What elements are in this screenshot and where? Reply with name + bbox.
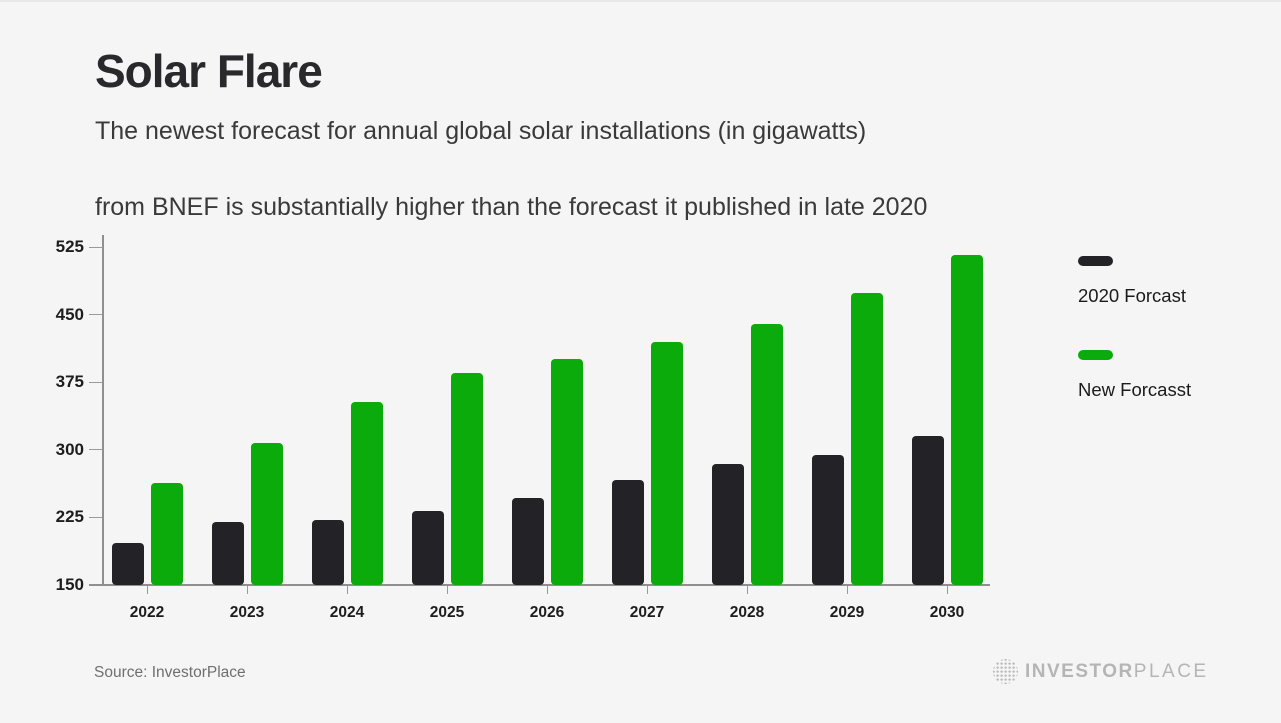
bar-2020-forcast-2024 bbox=[311, 520, 344, 585]
x-tick-2027 bbox=[647, 586, 648, 594]
x-axis-label-2030: 2030 bbox=[929, 604, 965, 621]
logo-text: INVESTORPLACE bbox=[1025, 661, 1209, 683]
bar-new-forcasst-2026 bbox=[550, 358, 583, 585]
x-tick-2028 bbox=[747, 586, 748, 594]
x-axis-label-2023: 2023 bbox=[229, 604, 265, 621]
legend-label-new-forcasst: New Forcasst bbox=[1078, 379, 1192, 400]
page-subtitle: The newest forecast for annual global so… bbox=[95, 112, 927, 226]
x-tick-2030 bbox=[947, 586, 948, 594]
y-axis-label-300: 300 bbox=[55, 439, 84, 459]
y-tick-525 bbox=[89, 246, 103, 248]
bar-new-forcasst-2027 bbox=[650, 341, 683, 585]
x-axis-label-2028: 2028 bbox=[729, 604, 765, 621]
logo-text-place: PLACE bbox=[1133, 660, 1209, 682]
x-axis-label-2025: 2025 bbox=[429, 604, 465, 621]
source-note: Source: InvestorPlace bbox=[94, 664, 246, 681]
x-axis-line bbox=[89, 584, 990, 586]
y-axis-label-150: 150 bbox=[55, 575, 84, 594]
y-tick-300 bbox=[89, 449, 103, 451]
subtitle-line-1: The newest forecast for annual global so… bbox=[95, 117, 867, 145]
x-axis-label-2024: 2024 bbox=[329, 604, 365, 621]
y-axis-line bbox=[102, 235, 104, 585]
legend-swatch-2020-forcast bbox=[1078, 256, 1113, 266]
x-axis-label-2022: 2022 bbox=[129, 604, 165, 621]
bar-2020-forcast-2028 bbox=[711, 464, 744, 585]
legend-swatch-new-forcasst bbox=[1078, 350, 1113, 360]
bar-2020-forcast-2030 bbox=[911, 436, 944, 585]
x-tick-2024 bbox=[347, 586, 348, 594]
x-axis-label-2029: 2029 bbox=[829, 604, 865, 621]
bar-new-forcasst-2030 bbox=[950, 255, 983, 585]
x-axis-label-2026: 2026 bbox=[529, 604, 565, 621]
x-tick-2022 bbox=[147, 586, 148, 594]
x-tick-2025 bbox=[447, 586, 448, 594]
x-axis-label-2027: 2027 bbox=[629, 604, 665, 621]
logo-text-investor: INVESTOR bbox=[1025, 660, 1134, 682]
bar-2020-forcast-2027 bbox=[611, 479, 644, 585]
y-tick-450 bbox=[89, 314, 103, 316]
investorplace-logo: INVESTORPLACE bbox=[992, 658, 1209, 685]
bar-2020-forcast-2022 bbox=[111, 542, 144, 585]
legend-label-2020-forcast: 2020 Forcast bbox=[1078, 285, 1186, 306]
subtitle-line-2: from BNEF is substantially higher than t… bbox=[95, 193, 928, 221]
dotted-globe-icon bbox=[993, 659, 1018, 684]
x-tick-2029 bbox=[847, 586, 848, 594]
x-tick-2026 bbox=[547, 586, 548, 594]
bar-new-forcasst-2024 bbox=[350, 402, 383, 585]
bar-new-forcasst-2022 bbox=[150, 483, 183, 585]
bar-new-forcasst-2023 bbox=[250, 442, 283, 585]
bar-2020-forcast-2025 bbox=[411, 511, 444, 585]
y-tick-225 bbox=[89, 516, 103, 518]
bar-new-forcasst-2028 bbox=[750, 323, 783, 585]
bar-new-forcasst-2029 bbox=[850, 292, 883, 585]
y-axis-label-225: 225 bbox=[55, 507, 84, 527]
y-axis-label-375: 375 bbox=[55, 372, 84, 392]
page-title: Solar Flare bbox=[95, 45, 323, 97]
y-axis-label-450: 450 bbox=[55, 304, 84, 324]
bar-2020-forcast-2023 bbox=[211, 521, 244, 585]
y-axis-label-525: 525 bbox=[55, 237, 84, 256]
x-tick-2023 bbox=[247, 586, 248, 594]
y-tick-375 bbox=[89, 381, 103, 383]
bar-2020-forcast-2026 bbox=[511, 498, 544, 585]
bar-new-forcasst-2025 bbox=[450, 373, 483, 585]
bar-2020-forcast-2029 bbox=[811, 455, 844, 585]
